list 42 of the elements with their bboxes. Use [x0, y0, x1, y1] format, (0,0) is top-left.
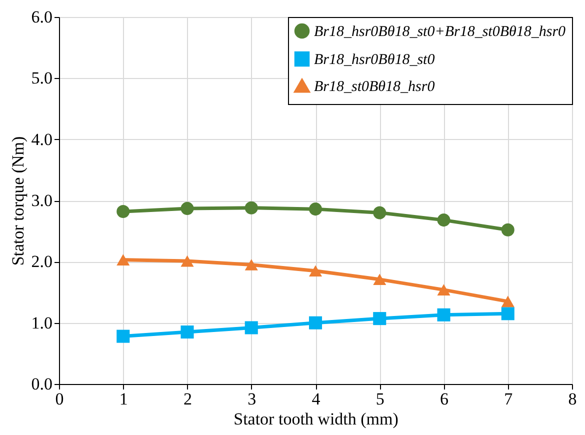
y-axis-title: Stator torque (Nm): [8, 136, 28, 266]
y-tick-label: 5.0: [31, 68, 52, 88]
point: [373, 312, 386, 326]
point: [116, 205, 130, 218]
y-tick-label: 4.0: [31, 130, 52, 149]
point: [244, 259, 258, 270]
x-axis-title: Stator tooth width (mm): [234, 410, 398, 428]
y-tick-label: 3.0: [31, 191, 52, 210]
x-tick-label: 8: [568, 390, 577, 408]
point: [244, 321, 258, 334]
y-tick-label: 6.0: [31, 8, 52, 26]
x-tick-label: 3: [248, 390, 256, 408]
point: [437, 308, 450, 322]
x-tick-label: 4: [312, 390, 321, 408]
point: [437, 214, 450, 227]
point: [437, 284, 450, 296]
legend-label: Br18_hsr0Bθ18_st0: [314, 52, 436, 68]
point: [373, 206, 386, 220]
legend-label: Br18_st0Bθ18_hsr0: [314, 79, 436, 95]
x-tick-label: 5: [376, 390, 384, 408]
y-tick-label: 0.0: [31, 374, 52, 394]
x-tick-label: 0: [55, 390, 64, 408]
y-tick-label: 1.0: [31, 313, 52, 332]
x-tick-label: 7: [504, 390, 514, 408]
x-tick-label: 6: [440, 390, 448, 408]
point: [116, 254, 130, 266]
point: [116, 330, 130, 343]
legend-label: Br18_hsr0Bθ18_st0+Br18_st0Bθ18_hsr0: [314, 24, 566, 40]
point: [373, 274, 386, 286]
point: [501, 307, 514, 320]
point: [180, 202, 194, 215]
point: [308, 316, 322, 330]
x-tick-label: 1: [119, 390, 128, 408]
y-tick-label: 2.0: [31, 252, 52, 272]
x-tick-label: 2: [184, 390, 192, 408]
point: [244, 201, 258, 214]
point: [180, 255, 194, 267]
point: [501, 296, 514, 308]
point: [501, 223, 514, 236]
point: [308, 202, 322, 216]
point: [308, 265, 322, 276]
point: [180, 325, 194, 339]
